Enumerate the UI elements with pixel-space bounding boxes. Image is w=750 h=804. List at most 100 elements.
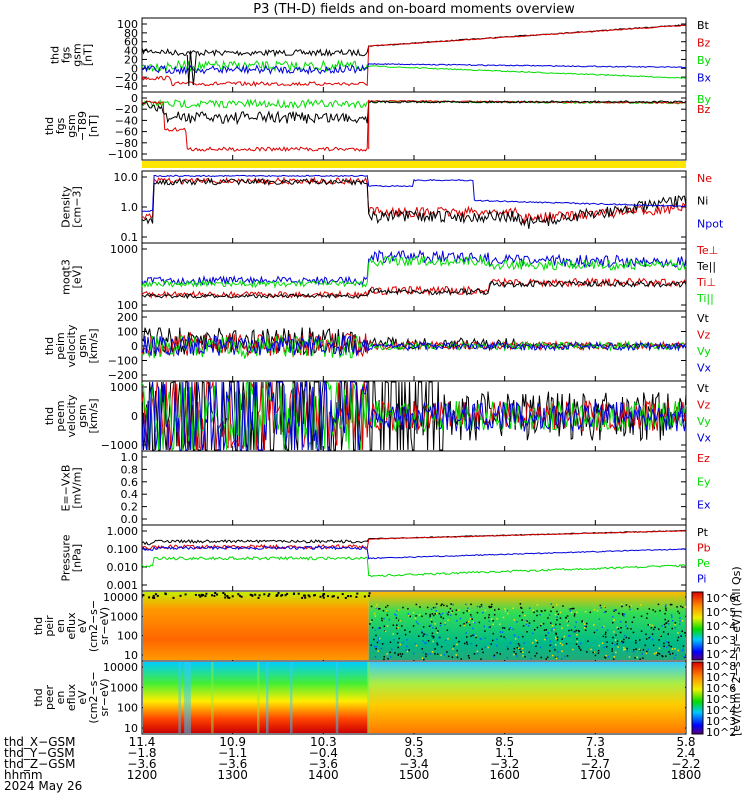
spectrogram-pixel — [293, 592, 296, 595]
spectrogram-pixel — [517, 643, 520, 645]
spectrogram-pixel — [632, 631, 635, 634]
spectrogram-pixel — [642, 657, 644, 659]
spectrogram-pixel — [660, 635, 662, 637]
spectrogram-pixel — [569, 635, 571, 637]
spectrogram-pixel — [389, 651, 391, 654]
y-tick-label: 40 — [124, 45, 138, 58]
y-tick-label: 0 — [131, 92, 138, 105]
spectrogram-pixel — [435, 610, 437, 612]
footer-row-label: hhmm — [4, 768, 43, 782]
spectrogram-pixel — [421, 615, 423, 618]
spectrogram-pixel — [667, 633, 669, 635]
spectrogram-pixel — [374, 629, 377, 631]
y-tick-label: 0.001 — [107, 579, 139, 592]
spectrogram-pixel — [469, 618, 472, 620]
colorbar-tick-label: 10^6 — [706, 682, 736, 695]
spectrogram-pixel — [526, 631, 528, 633]
spectrogram-pixel — [514, 638, 517, 640]
spectrogram-pixel — [402, 606, 404, 609]
spectrogram-pixel — [384, 630, 387, 632]
series-Te-par — [141, 279, 687, 300]
spectrogram-pixel — [506, 657, 508, 659]
spectrogram-pixel — [575, 621, 577, 623]
y-tick-label: 0.8 — [121, 463, 139, 476]
y-axis-label: [cm−3] — [71, 186, 84, 228]
legend-Bz: Bz — [697, 103, 711, 116]
y-tick-label: 200 — [117, 311, 138, 324]
spectrogram-pixel — [507, 648, 509, 650]
y-tick-label: 0 — [131, 62, 138, 75]
spectrogram-pixel — [680, 635, 682, 637]
y-axis-label: [eV] — [71, 266, 84, 289]
spectrogram-pixel — [418, 614, 421, 616]
footer-value: 1.1 — [495, 746, 514, 760]
spectrogram-pixel — [508, 628, 510, 631]
legend-Bx: Bx — [697, 72, 712, 85]
spectrogram-pixel — [507, 612, 509, 615]
spectrogram-pixel — [611, 642, 614, 644]
spectrogram-pixel — [562, 605, 564, 607]
spectrogram-pixel — [551, 624, 554, 627]
spectrogram-pixel — [525, 623, 528, 626]
spectrogram-pixel — [613, 656, 615, 658]
colorbar-label: [eV/(cm^2−s−sr−eV)] (All Qs) — [730, 566, 743, 736]
spectrogram-pixel — [466, 641, 468, 643]
spectrogram-pixel — [566, 655, 569, 657]
footer-value: 1700 — [580, 768, 611, 782]
spectrogram-pixel — [381, 619, 383, 622]
spectrogram-pixel — [676, 639, 679, 642]
spectrogram-pixel — [548, 614, 551, 616]
spectrogram-pixel — [373, 645, 376, 648]
spectrogram-pixel — [363, 595, 366, 598]
spectrogram-pixel — [662, 631, 665, 633]
spectrogram-pixel — [465, 632, 467, 634]
y-tick-label: 0.2 — [121, 501, 139, 514]
spectrogram-pixel — [673, 657, 676, 659]
y-tick-label: 100 — [117, 326, 138, 339]
spectrogram-pixel — [655, 652, 658, 654]
spectrogram-pixel — [455, 654, 457, 656]
y-axis-label: (cm2−s− — [87, 671, 100, 723]
spectrogram-pixel — [488, 605, 490, 608]
spectrogram-pixel — [645, 633, 647, 636]
spectrogram-pixel — [580, 649, 582, 651]
y-axis-label: peem — [54, 400, 67, 431]
panel-pressure: 1.000 0.100 0.010 0.001 Pressure[nPa] Pt Pb Pe P… — [60, 524, 711, 592]
footer-value: −3.6 — [218, 757, 247, 771]
spectrogram-pixel — [399, 620, 401, 622]
spectrogram-ion-active — [368, 592, 685, 660]
spectrogram-pixel — [368, 592, 371, 595]
spectrogram-pixel — [521, 619, 523, 621]
spectrogram-pixel — [434, 648, 436, 650]
spectrogram-pixel — [522, 655, 524, 657]
spectrogram-pixel — [493, 654, 496, 657]
spectrogram-pixel — [446, 612, 448, 615]
spectrogram-pixel — [622, 614, 624, 616]
spectrogram-pixel — [460, 658, 462, 660]
spectrogram-ion-quiet — [143, 592, 369, 660]
spectrogram-pixel — [584, 627, 586, 629]
spectrogram-pixel — [394, 652, 396, 654]
spectrogram-pixel — [574, 613, 576, 615]
legend-Vx: Vx — [697, 362, 712, 375]
spectrogram-pixel — [257, 596, 260, 599]
legend-Ez: Ez — [697, 452, 710, 465]
spectrogram-pixel — [482, 651, 484, 654]
spectrogram-pixel — [663, 623, 666, 626]
spectrogram-pixel — [519, 603, 522, 605]
spectrogram-pixel — [522, 651, 524, 653]
spectrogram-pixel — [661, 625, 663, 627]
y-tick-label: 10.0 — [114, 171, 139, 184]
spectrogram-pixel — [519, 648, 521, 650]
spectrogram-pixel — [397, 609, 399, 611]
spectrogram-pixel — [682, 645, 685, 647]
colorbar-tick-label: 10^6 — [706, 592, 736, 605]
spectrogram-pixel — [615, 609, 617, 611]
spectrogram-pixel — [612, 658, 615, 660]
spectrogram-electron-quiet — [143, 662, 369, 733]
y-axis-label: thd — [32, 617, 45, 635]
spectrogram-pixel — [422, 635, 424, 637]
spectrogram-pixel — [667, 620, 669, 622]
spectrogram-pixel — [331, 595, 334, 598]
